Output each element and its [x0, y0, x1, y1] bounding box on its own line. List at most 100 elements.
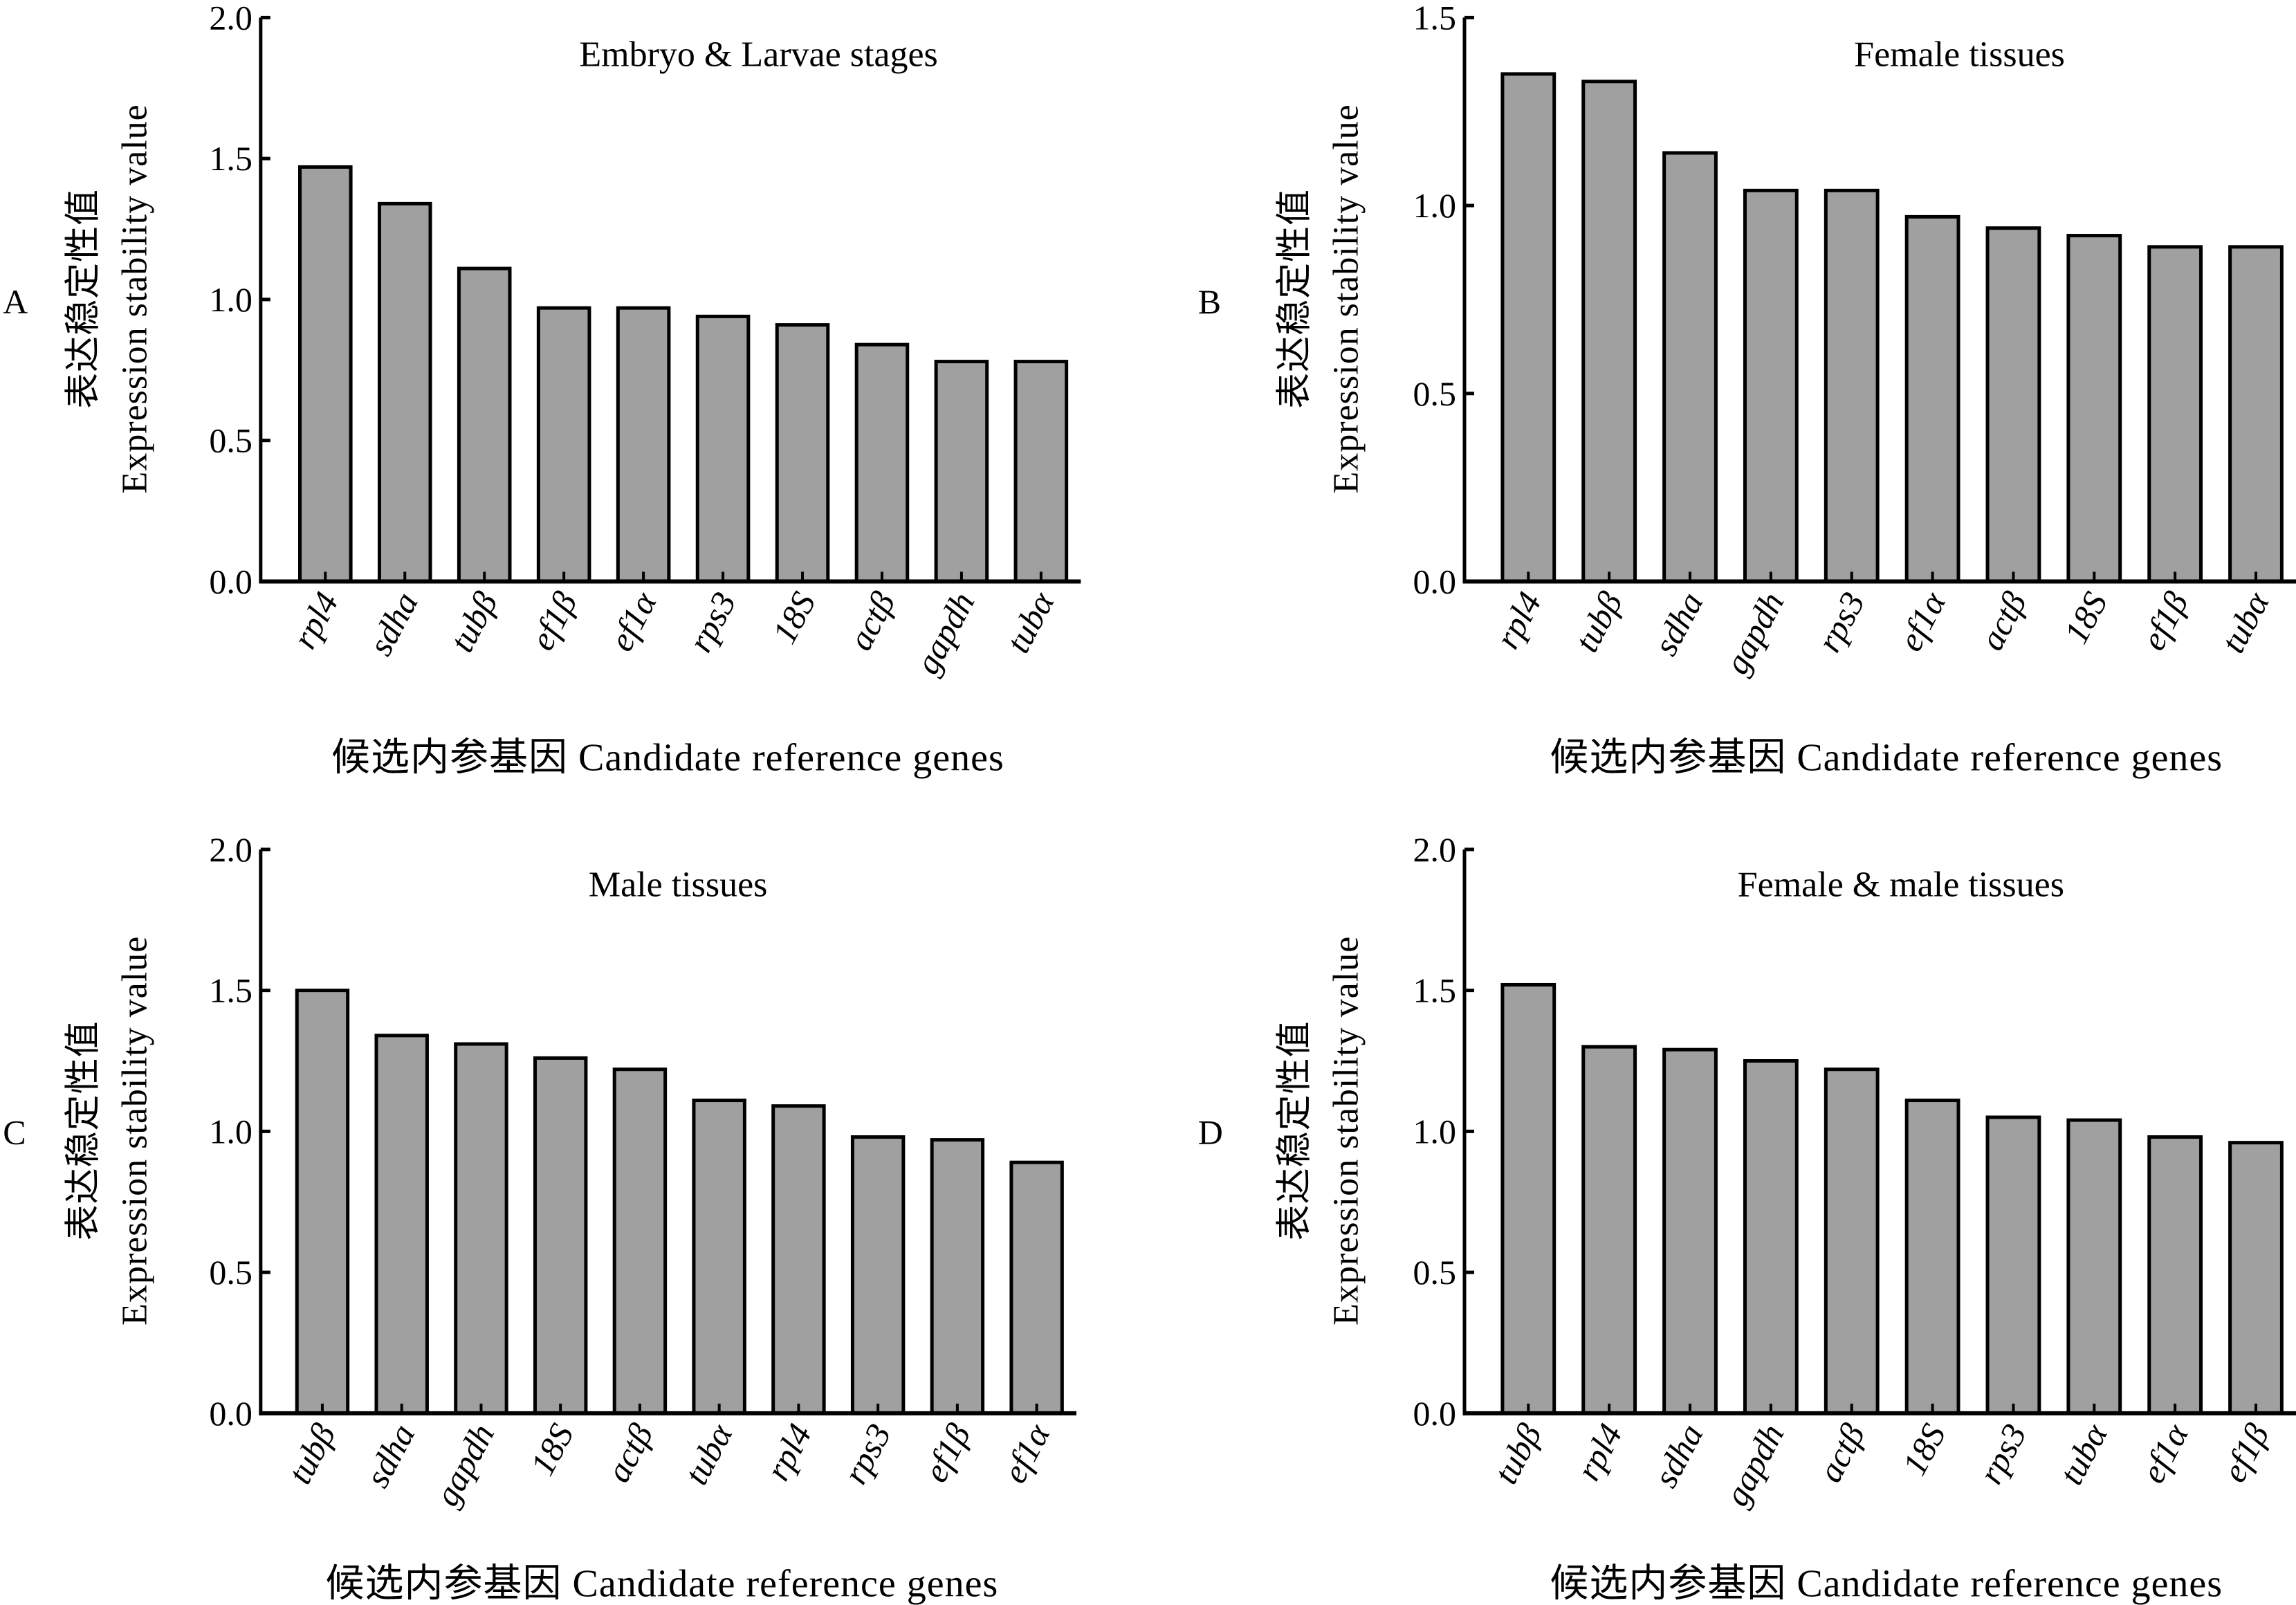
- x-tick-label: ef1α: [601, 585, 664, 657]
- y-tick-label: 0.5: [209, 421, 252, 460]
- bar-tubα: [2066, 1118, 2122, 1415]
- x-tick-label: tubα: [677, 1416, 741, 1490]
- x-tick-label: tubβ: [280, 1418, 343, 1490]
- panel-c: C 表达稳定性值 Expression stability value Male ti…: [3, 830, 1076, 1605]
- bar-tubα: [692, 1099, 746, 1415]
- panel-letter: A: [3, 282, 28, 321]
- bar-gapdh: [454, 1042, 508, 1415]
- bar-18S: [2066, 234, 2122, 583]
- y-tick-label: 1.0: [209, 280, 252, 319]
- y-axis-label-cn: 表达稳定性值: [64, 189, 104, 409]
- panel-title: Embryo & Larvae stages: [579, 35, 937, 74]
- x-tick-label: tubα: [2213, 585, 2277, 659]
- y-axis-label-en: Expression stability value: [116, 936, 155, 1326]
- y-tick-label: 1.0: [1413, 186, 1457, 225]
- bar-rps3: [1985, 1115, 2041, 1415]
- x-tick-label: sdha: [358, 1418, 423, 1494]
- bar-ef1α: [1009, 1160, 1064, 1415]
- bar-rps3: [695, 314, 751, 583]
- x-axis-label: 候选内参基因 Candidate reference genes: [1550, 1563, 2223, 1605]
- x-tick-label: ef1α: [1891, 585, 1954, 657]
- x-tick-label: ef1β: [916, 1418, 978, 1488]
- y-tick-label: 0.5: [1413, 374, 1457, 413]
- panel-a: A 表达稳定性值 Expression stability value Embryo …: [3, 0, 1081, 780]
- y-axis-label-en: Expression stability value: [116, 104, 155, 493]
- bar-ef1β: [930, 1138, 985, 1415]
- bar-18S: [1904, 1099, 1960, 1415]
- y-tick-label: 1.5: [209, 139, 252, 178]
- y-tick-label: 0.0: [209, 562, 252, 600]
- bar-tubα: [1013, 360, 1069, 583]
- y-axis-label-en: Expression stability value: [1326, 104, 1366, 493]
- x-axis-label: 候选内参基因 Candidate reference genes: [326, 1563, 999, 1605]
- panel-letter: D: [1198, 1112, 1223, 1151]
- y-tick-label: 0.0: [1413, 1394, 1457, 1433]
- x-tick-label: rpl4: [758, 1418, 820, 1487]
- bar-ef1β: [536, 306, 591, 583]
- y-tick-label: 0.5: [1413, 1253, 1457, 1292]
- bar-rps3: [850, 1135, 906, 1415]
- y-tick-label: 0.5: [209, 1253, 252, 1292]
- y-tick-label: 0.0: [1413, 562, 1457, 600]
- x-tick-label: 18S: [522, 1418, 581, 1482]
- x-tick-label: gapdh: [1716, 585, 1791, 680]
- bar-actβ: [1824, 1067, 1880, 1415]
- y-tick-label: 1.5: [1413, 0, 1457, 37]
- bar-rpl4: [1581, 1045, 1637, 1415]
- bar-rpl4: [771, 1104, 826, 1415]
- x-tick-label: gapdh: [427, 1418, 502, 1512]
- x-tick-label: tubβ: [1486, 1418, 1549, 1490]
- y-tick-label: 2.0: [209, 0, 252, 37]
- bar-sdha: [1662, 1047, 1718, 1415]
- y-tick-label: 1.5: [209, 971, 252, 1010]
- bar-gapdh: [1743, 1059, 1799, 1415]
- bar-ef1α: [1904, 214, 1960, 583]
- panel-letter: B: [1198, 282, 1221, 321]
- bar-actβ: [612, 1067, 668, 1415]
- bar-actβ: [1985, 226, 2041, 583]
- x-tick-label: tubβ: [442, 585, 505, 658]
- panel-title: Female & male tissues: [1738, 865, 2064, 905]
- x-tick-label: actβ: [841, 585, 903, 656]
- y-axis-label-cn: 表达稳定性值: [1275, 189, 1314, 409]
- bar-tubβ: [295, 989, 350, 1415]
- bar-tubβ: [457, 266, 512, 583]
- x-tick-label: sdha: [1646, 585, 1711, 661]
- bar-sdha: [374, 1034, 429, 1415]
- bar-actβ: [854, 342, 910, 583]
- bar-ef1β: [2228, 1141, 2284, 1415]
- panel-d: D 表达稳定性值 Expression stability value Female …: [1198, 830, 2296, 1605]
- x-tick-label: gapdh: [1716, 1418, 1791, 1512]
- y-tick-label: 2.0: [1413, 830, 1457, 869]
- bar-sdha: [1662, 151, 1718, 583]
- x-tick-label: sdha: [1646, 1418, 1711, 1494]
- y-axis-label-cn: 表达稳定性值: [64, 1020, 104, 1240]
- bar-sdha: [377, 201, 432, 583]
- bar-18S: [775, 323, 830, 583]
- x-tick-label: actβ: [1972, 585, 2034, 656]
- y-axis-label-en: Expression stability value: [1326, 936, 1366, 1326]
- x-tick-label: ef1α: [2133, 1416, 2196, 1489]
- bar-rps3: [1824, 188, 1880, 583]
- bar-gapdh: [1743, 188, 1799, 583]
- bar-ef1β: [2147, 245, 2203, 583]
- bar-18S: [533, 1056, 588, 1415]
- bar-rpl4: [1500, 72, 1556, 583]
- bar-rpl4: [298, 165, 353, 583]
- x-tick-label: sdha: [360, 585, 425, 661]
- x-tick-label: rps3: [681, 585, 744, 658]
- x-tick-label: 18S: [2056, 585, 2115, 650]
- x-tick-label: 18S: [764, 585, 823, 650]
- x-tick-label: actβ: [598, 1418, 661, 1488]
- x-tick-label: ef1α: [995, 1416, 1058, 1489]
- bar-ef1α: [616, 306, 671, 583]
- bar-tubα: [2228, 245, 2284, 583]
- bar-tubβ: [1500, 982, 1556, 1415]
- x-tick-label: actβ: [1810, 1418, 1873, 1488]
- x-tick-label: ef1β: [2133, 585, 2196, 656]
- bar-gapdh: [934, 360, 989, 583]
- panel-b: B 表达稳定性值 Expression stability value Female …: [1198, 0, 2296, 780]
- x-tick-label: rpl4: [1568, 1418, 1630, 1487]
- panel-title: Female tissues: [1854, 35, 2065, 74]
